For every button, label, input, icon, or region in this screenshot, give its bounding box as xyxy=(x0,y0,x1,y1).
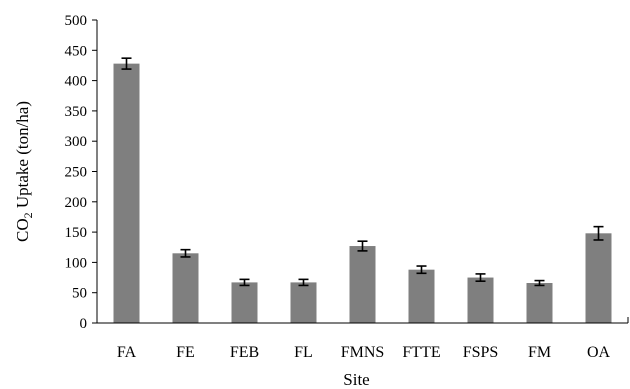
y-tick-label: 50 xyxy=(72,286,87,302)
y-tick-label: 450 xyxy=(65,43,88,59)
y-tick-label: 350 xyxy=(65,104,88,120)
error-bar xyxy=(475,273,486,282)
error-bar xyxy=(357,240,368,252)
x-category-label: FM xyxy=(528,344,551,361)
bars-layer xyxy=(113,63,612,324)
bar xyxy=(467,277,494,323)
bar xyxy=(231,282,258,323)
error-bar xyxy=(416,265,427,275)
y-axis-title-subscript: 2 xyxy=(21,212,35,218)
error-bars-layer xyxy=(121,57,604,287)
bar xyxy=(113,63,140,324)
y-tick-label: 0 xyxy=(80,316,88,332)
bar xyxy=(408,269,435,323)
x-category-label: FSPS xyxy=(463,344,499,361)
error-bar xyxy=(593,225,604,241)
x-category-label: FEB xyxy=(230,344,259,361)
bar xyxy=(585,233,612,323)
x-category-label: OA xyxy=(587,344,611,361)
y-axis-title: CO2 Uptake (ton/ha) xyxy=(13,101,35,242)
y-tick-label: 250 xyxy=(65,165,88,181)
y-tick-label: 300 xyxy=(65,134,88,150)
x-axis-title: Site xyxy=(343,370,369,389)
error-bar xyxy=(180,248,191,258)
x-category-label: FA xyxy=(117,344,137,361)
error-bar xyxy=(239,278,250,287)
bar xyxy=(172,253,199,323)
x-category-label: FMNS xyxy=(341,344,385,361)
y-tick-label: 400 xyxy=(65,74,88,90)
y-axis-title-prefix: CO xyxy=(13,218,32,242)
bar xyxy=(290,282,317,323)
error-bar xyxy=(298,278,309,287)
y-ticks-layer: 0 50 100 150 200 250 300 350 400 450 500 xyxy=(65,13,97,332)
y-tick-label: 100 xyxy=(65,255,88,271)
bar xyxy=(526,283,553,323)
y-tick-label: 150 xyxy=(65,225,88,241)
y-axis-title-suffix: Uptake (ton/ha) xyxy=(13,101,32,212)
x-category-label: FL xyxy=(294,344,313,361)
y-tick-label: 200 xyxy=(65,195,88,211)
error-bar xyxy=(121,57,132,70)
x-labels-layer: FA FE FEB FL FMNS FTTE FSPS FM OA xyxy=(117,344,611,361)
y-tick-label: 500 xyxy=(65,13,88,29)
x-category-label: FE xyxy=(176,344,195,361)
x-category-label: FTTE xyxy=(402,344,440,361)
bar xyxy=(349,246,376,323)
error-bar xyxy=(534,279,545,287)
